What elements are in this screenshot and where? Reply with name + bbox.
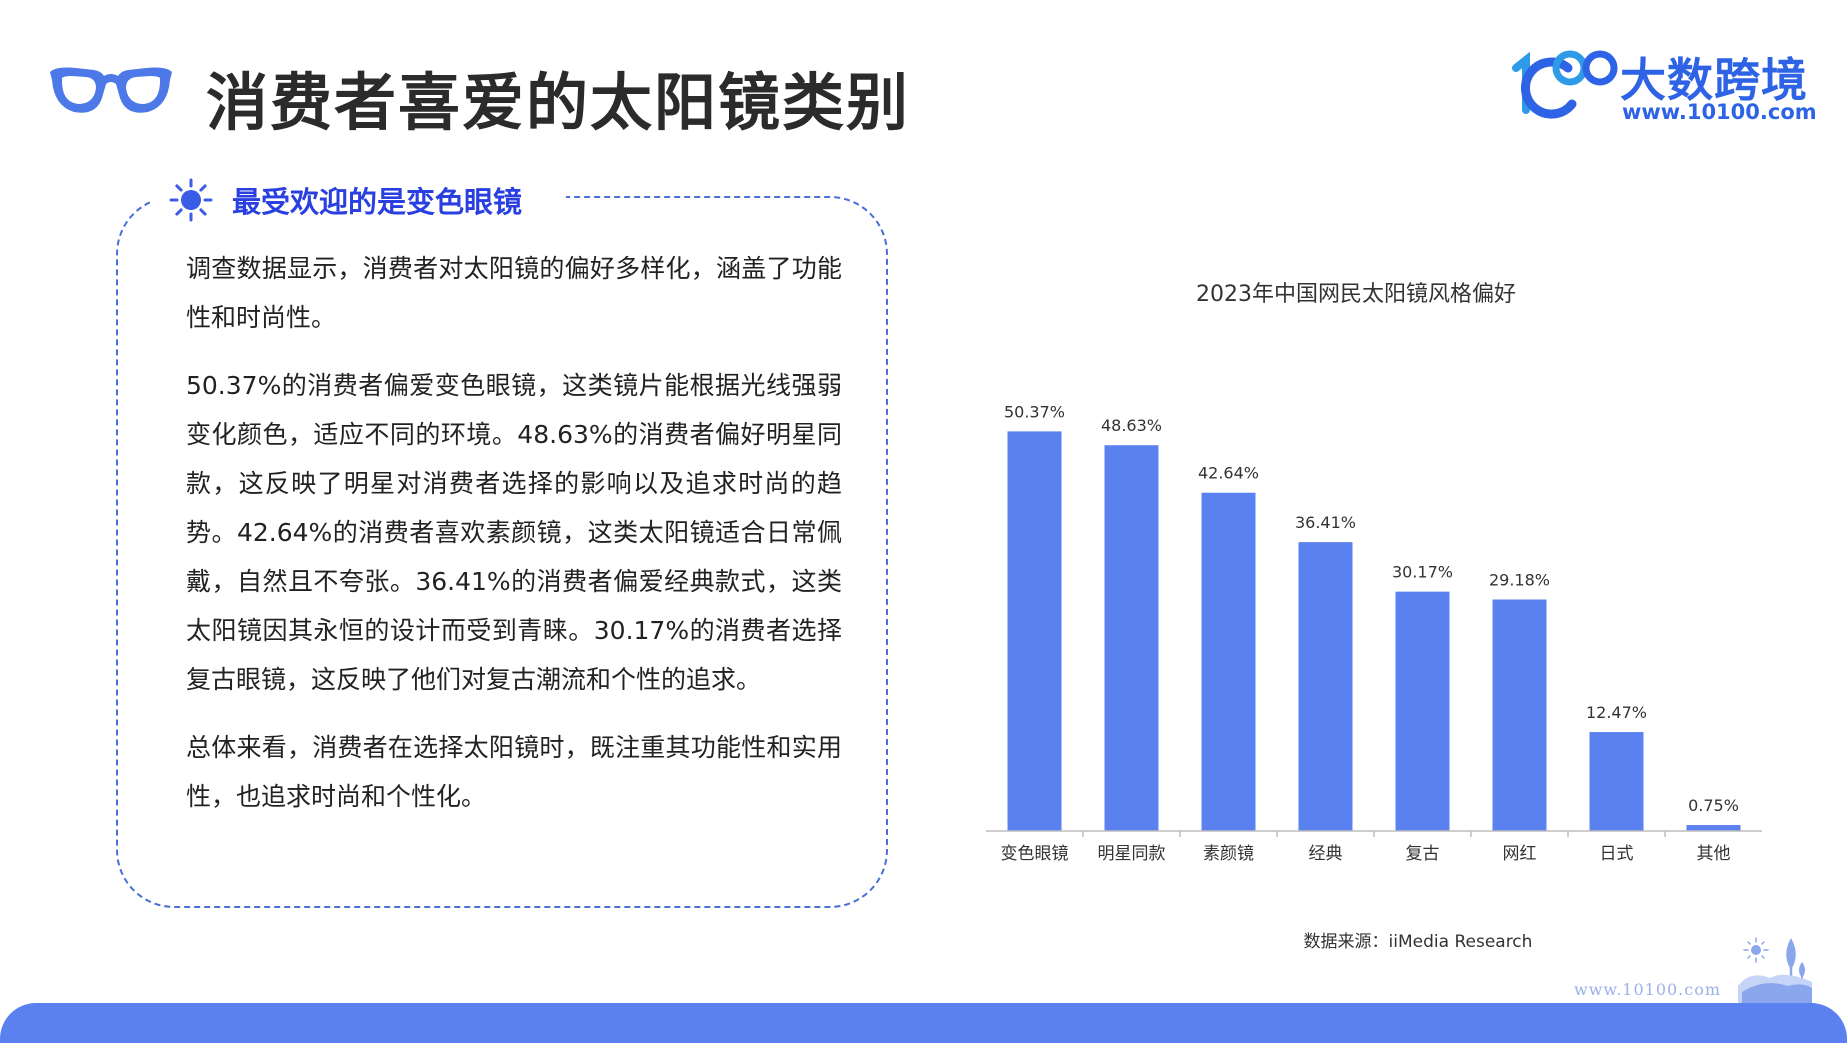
data-label-素颜镜: 42.64% (1198, 464, 1259, 483)
paragraph-summary: 总体来看，消费者在选择太阳镜时，既注重其功能性和实用性，也追求时尚和个性化。 (186, 733, 842, 811)
footer-bar (0, 1003, 1847, 1043)
x-ticks-group: 变色眼镜 明星同款 素颜镜 经典 复古 网红 日式 其他 (1001, 831, 1731, 864)
landscape-icon (1738, 937, 1812, 1004)
panel-heading-text: 最受欢迎的是变色眼镜 (232, 185, 523, 219)
x-tick-日式: 日式 (1600, 844, 1634, 864)
bar-经典 (1298, 542, 1353, 831)
panel-heading: 最受欢迎的是变色眼镜 (150, 172, 567, 228)
x-tick-经典: 经典 (1309, 844, 1343, 864)
x-tick-复古: 复古 (1406, 844, 1440, 864)
footer-url: www.10100.com (1574, 980, 1722, 999)
x-tick-其他: 其他 (1697, 844, 1731, 864)
paragraph-details: 50.37%的消费者偏爱变色眼镜，这类镜片能根据光线强弱变化颜色，适应不同的环境… (186, 371, 842, 694)
x-tick-变色眼镜: 变色眼镜 (1001, 844, 1069, 864)
bar-明星同款 (1104, 445, 1159, 831)
bars-group: 50.37% 48.63% 42.64% 36.41% 30.17% 29.18% 12.4… (1004, 402, 1741, 831)
data-label-网红: 29.18% (1489, 571, 1550, 590)
bar-变色眼镜 (1007, 431, 1062, 831)
chart-title: 2023年中国网民太阳镜风格偏好 (1196, 282, 1516, 307)
brand-logo: 大数跨境 www.10100.com (1508, 42, 1817, 132)
paragraph-intro: 调查数据显示，消费者对太阳镜的偏好多样化，涵盖了功能性和时尚性。 (186, 254, 842, 332)
data-label-变色眼镜: 50.37% (1004, 402, 1065, 421)
bar-素颜镜 (1201, 492, 1256, 831)
glasses-icon (50, 67, 172, 113)
chart-svg: 2023年中国网民太阳镜风格偏好 50.37% 48.63% 42.64% 36.41… (986, 282, 1762, 952)
data-label-明星同款: 48.63% (1101, 416, 1162, 435)
bar-网红 (1492, 599, 1547, 831)
source-note: 数据来源：iiMedia Research (1304, 932, 1533, 952)
bar-复古 (1395, 591, 1450, 831)
panel-body: 调查数据显示，消费者对太阳镜的偏好多样化，涵盖了功能性和时尚性。 50.37%的… (186, 244, 842, 840)
brand-name: 大数跨境 (1620, 53, 1808, 107)
data-label-日式: 12.47% (1586, 703, 1647, 722)
bar-chart: 2023年中国网民太阳镜风格偏好 50.37% 48.63% 42.64% 36.41… (966, 265, 1786, 965)
page-title: 消费者喜爱的太阳镜类别 (206, 66, 911, 139)
data-label-经典: 36.41% (1295, 513, 1356, 532)
data-label-复古: 30.17% (1392, 563, 1453, 582)
bar-其他 (1686, 825, 1741, 831)
bar-日式 (1589, 732, 1644, 831)
brand-url: www.10100.com (1622, 100, 1817, 124)
x-tick-网红: 网红 (1503, 844, 1537, 864)
data-label-其他: 0.75% (1688, 796, 1739, 815)
x-tick-明星同款: 明星同款 (1098, 844, 1166, 864)
sun-icon (169, 178, 213, 222)
x-tick-素颜镜: 素颜镜 (1203, 844, 1254, 864)
brand-mark-icon (1512, 50, 1618, 119)
